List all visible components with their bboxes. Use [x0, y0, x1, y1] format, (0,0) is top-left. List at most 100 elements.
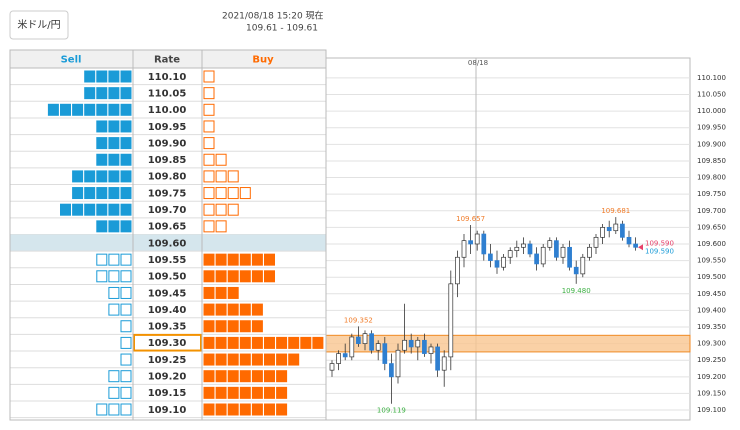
buy-box: [312, 336, 324, 349]
candle-body: [613, 223, 619, 232]
sell-box: [120, 270, 132, 283]
candle-body: [567, 246, 572, 268]
sell-box: [120, 87, 132, 100]
candle-body: [342, 353, 348, 358]
sell-box: [60, 203, 71, 216]
sell-box: [96, 220, 108, 233]
y-tick-label: 109.400: [697, 306, 726, 314]
annotation: 109.119: [377, 407, 406, 415]
pair-button-label[interactable]: 米ドル/円: [17, 18, 60, 31]
price-label: 109.590: [645, 239, 674, 247]
buy-box: [215, 286, 227, 299]
column-header: Buy: [252, 55, 274, 66]
buy-box: [276, 353, 288, 366]
buy-box: [239, 386, 251, 399]
buy-box: [264, 403, 275, 416]
buy-box: [227, 403, 239, 416]
buy-box: [203, 253, 215, 266]
buy-box: [227, 170, 239, 183]
candle-body: [389, 363, 394, 378]
candle-body: [402, 339, 407, 351]
buy-box: [203, 320, 215, 333]
buy-box: [251, 303, 263, 316]
buy-box: [251, 386, 263, 399]
sell-box: [108, 70, 120, 83]
buy-box: [203, 403, 215, 416]
buy-box: [215, 203, 227, 216]
buy-box: [203, 170, 215, 183]
sell-box: [120, 386, 132, 399]
buy-box: [239, 303, 251, 316]
buy-box: [251, 253, 263, 266]
sell-box: [108, 103, 120, 116]
candle-body: [580, 256, 586, 275]
buy-box: [276, 403, 288, 416]
buy-box: [203, 103, 215, 116]
buy-box: [251, 370, 263, 383]
rate: 109.50: [148, 272, 187, 283]
y-tick-label: 109.550: [697, 257, 726, 265]
buy-box: [227, 187, 239, 200]
buy-box: [215, 187, 227, 200]
buy-box: [264, 253, 275, 266]
candle-body: [620, 223, 625, 238]
buy-box: [203, 286, 215, 299]
rate: 109.10: [148, 405, 187, 416]
buy-box: [203, 120, 215, 133]
buy-box: [227, 320, 239, 333]
rate: 109.70: [148, 205, 187, 216]
sell-box: [60, 103, 71, 116]
sell-box: [120, 253, 132, 266]
sell-box: [120, 303, 132, 316]
candle-body: [415, 339, 421, 348]
y-tick-label: 109.900: [697, 140, 726, 148]
sell-box: [96, 203, 108, 216]
sell-box: [108, 170, 120, 183]
buy-box: [203, 87, 215, 100]
candle-body: [534, 253, 539, 265]
y-tick-label: 109.350: [697, 323, 726, 331]
buy-box: [251, 270, 263, 283]
candle-body: [382, 343, 388, 364]
buy-box: [203, 70, 215, 83]
buy-box: [239, 270, 251, 283]
buy-box: [215, 320, 227, 333]
sell-box: [108, 386, 120, 399]
candle-body: [356, 336, 361, 344]
candle-body: [428, 346, 434, 354]
sell-box: [120, 370, 132, 383]
y-tick-label: 110.100: [697, 74, 726, 82]
candle-body: [468, 240, 473, 245]
sell-box: [120, 336, 132, 349]
rate: 109.40: [148, 305, 187, 316]
y-tick-label: 109.300: [697, 340, 726, 348]
buy-box: [239, 370, 251, 383]
pair-button[interactable]: [9, 10, 69, 40]
rate: 109.80: [148, 172, 187, 183]
rate: 109.60: [148, 238, 187, 249]
buy-box: [215, 386, 227, 399]
sell-box: [108, 187, 120, 200]
sell-box: [120, 403, 132, 416]
buy-box: [203, 153, 215, 166]
candle-body: [461, 240, 467, 258]
sell-box: [96, 120, 108, 133]
sell-box: [84, 103, 96, 116]
candle-body: [441, 356, 447, 371]
annotation: 109.352: [344, 316, 373, 324]
buy-box: [227, 286, 239, 299]
buy-box: [239, 336, 251, 349]
buy-box: [203, 336, 215, 349]
buy-box: [215, 153, 227, 166]
buy-box: [276, 336, 288, 349]
buy-box: [227, 253, 239, 266]
buy-box: [215, 353, 227, 366]
market-row: [10, 234, 326, 252]
buy-box: [215, 220, 227, 233]
buy-box: [276, 386, 288, 399]
rate: 109.45: [148, 288, 187, 299]
y-tick-label: 110.050: [697, 91, 726, 99]
candle-body: [540, 246, 546, 265]
candle-body: [329, 363, 335, 371]
